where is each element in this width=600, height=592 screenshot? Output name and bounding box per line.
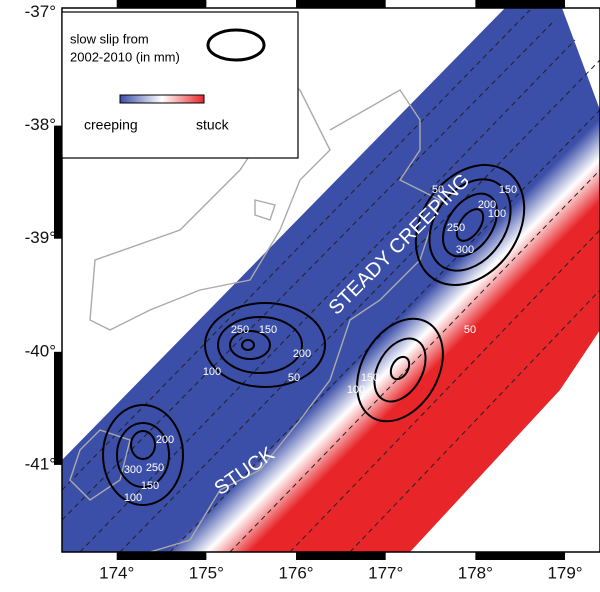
legend: slow slip from 2002-2010 (in mm) creepin… [61, 11, 299, 159]
slip-band [62, 8, 600, 552]
frame-bar [475, 552, 566, 560]
contour-label: 150 [361, 372, 379, 384]
frame-bar [54, 125, 62, 239]
frame-bar [54, 351, 62, 465]
x-tick-label: 177° [368, 563, 403, 582]
legend-contour [206, 28, 266, 62]
contour-label: 150 [141, 480, 159, 492]
map-area: STEADY CREEPING STUCK [62, 8, 600, 552]
contour-label: 100 [488, 208, 506, 220]
contour-label: 200 [293, 348, 311, 360]
contour-label: 300 [456, 244, 474, 256]
x-tick-label: 176° [278, 563, 313, 582]
contour-label: 250 [146, 462, 164, 474]
y-tick-label: -39° [25, 228, 56, 247]
legend-title: 2002-2010 (in mm) [70, 49, 180, 64]
y-tick-label: -40° [25, 341, 56, 360]
contour-label: 100 [203, 366, 221, 378]
contour-label: 250 [231, 324, 249, 336]
y-tick-label: -41° [25, 454, 56, 473]
contour-label: 50 [288, 372, 300, 384]
y-tick-label: -37° [25, 2, 56, 21]
contour-label: 50 [432, 184, 444, 196]
frame-bar [116, 552, 207, 560]
legend-low: creeping [84, 117, 138, 133]
contour-label: 200 [478, 199, 496, 211]
frame-bar [116, 0, 207, 8]
x-tick-label: 179° [547, 563, 582, 582]
contour-label: 250 [447, 222, 465, 234]
x-tick-label: 178° [458, 563, 493, 582]
coastline [69, 59, 441, 552]
legend-high: stuck [196, 117, 230, 133]
legend-title: slow slip from [70, 31, 149, 46]
y-tick-label: -38° [25, 115, 56, 134]
colorbar [119, 94, 205, 104]
x-tick-label: 174° [99, 563, 134, 582]
contour-label: 300 [124, 464, 142, 476]
frame-bar [296, 0, 386, 8]
contour-label: 50 [464, 324, 476, 336]
frame-bar [475, 0, 566, 8]
frame-bar [296, 552, 386, 560]
slip-contours [102, 164, 526, 506]
contour-label: 100 [124, 492, 142, 504]
x-tick-label: 175° [189, 563, 224, 582]
contour-label: 150 [259, 324, 277, 336]
contour-label: 200 [156, 434, 174, 446]
contour-label: 150 [499, 184, 517, 196]
contour-label: 100 [347, 384, 365, 396]
